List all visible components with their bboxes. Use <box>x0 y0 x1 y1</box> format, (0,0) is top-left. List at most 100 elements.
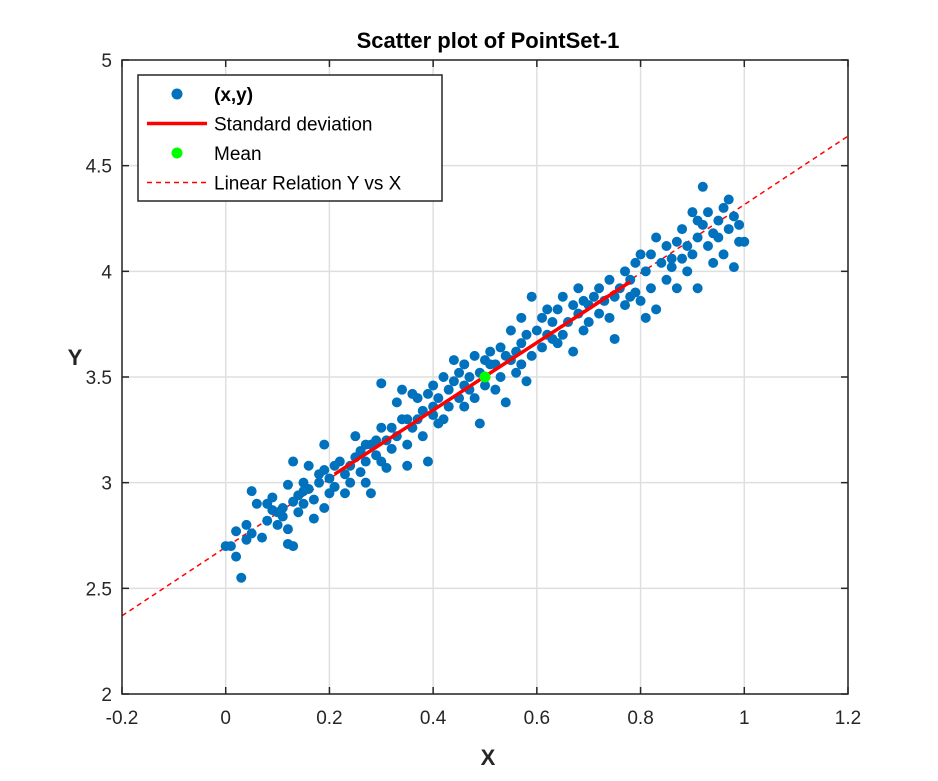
x-tick-label: -0.2 <box>106 708 139 729</box>
legend-box <box>137 74 443 202</box>
data-point <box>526 291 537 302</box>
data-point <box>557 329 568 340</box>
data-point <box>386 443 397 454</box>
data-point <box>542 304 553 315</box>
legend-entry: Mean <box>171 144 262 165</box>
data-point <box>702 240 713 251</box>
data-point <box>277 503 288 514</box>
data-point <box>692 283 703 294</box>
data-point <box>231 551 242 562</box>
data-point <box>692 232 703 243</box>
data-point <box>459 359 470 370</box>
data-point <box>728 262 739 273</box>
data-point <box>511 367 522 378</box>
data-point <box>677 253 688 264</box>
data-point <box>282 479 293 490</box>
legend-entry: Standard deviation <box>147 115 372 136</box>
data-point <box>516 338 527 349</box>
data-point <box>246 528 257 539</box>
data-point <box>635 295 646 306</box>
data-point <box>314 477 325 488</box>
data-point <box>288 541 299 552</box>
data-point <box>687 207 698 218</box>
data-point <box>661 274 672 285</box>
x-tick-label: 1 <box>739 708 750 729</box>
data-point <box>661 240 672 251</box>
data-point <box>708 257 719 268</box>
data-point <box>303 460 314 471</box>
data-point <box>485 346 496 357</box>
data-point <box>422 388 433 399</box>
data-point <box>645 283 656 294</box>
data-point <box>718 249 729 260</box>
legend-entry: Linear Relation Y vs X <box>147 174 402 195</box>
data-point <box>241 519 252 530</box>
data-point <box>583 317 594 328</box>
data-point <box>635 249 646 260</box>
data-point <box>671 236 682 247</box>
data-point <box>417 431 428 442</box>
data-point <box>640 266 651 277</box>
data-point <box>625 291 636 302</box>
legend-marker <box>171 88 183 100</box>
data-point <box>319 503 330 514</box>
data-point <box>630 257 641 268</box>
data-point <box>329 481 340 492</box>
data-point <box>282 524 293 535</box>
data-point <box>386 422 397 433</box>
data-point <box>656 257 667 268</box>
data-point <box>433 393 444 404</box>
legend-label: (x,y) <box>214 85 253 106</box>
y-axis-label: Y <box>68 345 83 370</box>
data-point <box>231 526 242 537</box>
data-point <box>355 467 366 478</box>
data-layer <box>121 135 849 617</box>
data-point <box>640 312 651 323</box>
data-point <box>666 253 677 264</box>
y-tick-label: 3 <box>101 474 112 495</box>
data-point <box>573 283 584 294</box>
data-point <box>505 325 516 336</box>
data-point <box>360 439 371 450</box>
data-point <box>257 532 268 543</box>
data-point <box>469 393 480 404</box>
data-point <box>246 486 257 497</box>
data-point <box>339 488 350 499</box>
data-point <box>308 513 319 524</box>
data-point <box>702 207 713 218</box>
chart-title: Scatter plot of PointSet-1 <box>357 28 620 53</box>
legend-entry: (x,y) <box>171 85 253 106</box>
data-point <box>448 376 459 387</box>
data-point <box>438 372 449 382</box>
y-tick-label: 2 <box>101 685 112 706</box>
data-point <box>723 224 734 235</box>
data-point <box>739 236 750 247</box>
data-point <box>537 312 548 323</box>
data-point <box>391 397 402 408</box>
data-point <box>365 488 376 499</box>
legend-label: Standard deviation <box>214 115 372 136</box>
data-point <box>521 329 532 340</box>
data-point <box>552 304 563 315</box>
data-point <box>604 274 615 285</box>
data-point <box>594 283 605 294</box>
data-point <box>329 460 340 471</box>
data-point <box>604 312 615 323</box>
legend-marker <box>171 147 183 159</box>
data-point <box>319 464 330 475</box>
data-point <box>402 460 413 471</box>
data-point <box>516 312 527 323</box>
data-point <box>376 378 387 389</box>
data-point <box>568 300 579 311</box>
data-point <box>397 384 408 395</box>
axis-ticks: -0.2 0 0.2 0.4 0.6 0.8 1 1.2 2 2.5 3 3.5 4 4.5 5 <box>86 51 862 729</box>
data-point <box>666 262 677 273</box>
data-point <box>303 484 314 495</box>
data-point <box>568 346 579 357</box>
data-point <box>454 367 465 378</box>
data-point <box>645 249 656 260</box>
data-point <box>443 401 454 412</box>
legend: (x,y) Standard deviation Mean Linear Relati… <box>137 74 443 202</box>
x-tick-label: 1.2 <box>835 708 861 729</box>
data-point <box>620 300 631 311</box>
